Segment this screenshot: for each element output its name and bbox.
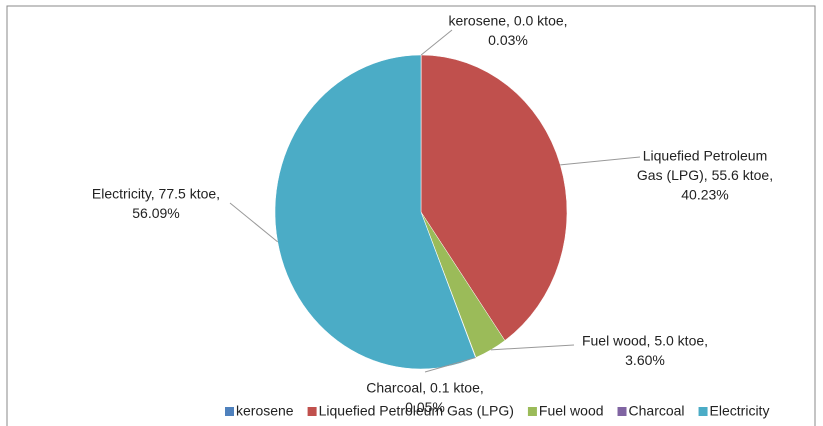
legend-marker	[225, 407, 234, 416]
legend-marker	[307, 407, 317, 416]
legend-marker	[527, 407, 537, 416]
leader-line	[560, 156, 641, 166]
data-label: Electricity, 77.5 ktoe,	[92, 186, 220, 202]
pie	[274, 54, 568, 370]
legend-label: Charcoal	[629, 403, 685, 419]
legend-label: kerosene	[236, 403, 294, 419]
legend-label: Fuel wood	[539, 403, 604, 419]
pie-slice	[420, 54, 568, 341]
leader-line	[490, 344, 575, 351]
data-labels: kerosene, 0.0 ktoe, 0.03% Liquefied Petrol…	[92, 13, 773, 416]
legend-marker	[698, 407, 708, 416]
data-label: Fuel wood, 5.0 ktoe,	[582, 333, 708, 349]
data-label: Gas (LPG), 55.6 ktoe,	[637, 167, 773, 183]
leader-line	[420, 29, 453, 56]
legend: kerosene Liquefied Petroleum Gas (LPG) Fue…	[225, 403, 769, 419]
data-label: 56.09%	[132, 205, 179, 221]
legend-label: Electricity	[710, 403, 770, 419]
data-label: Liquefied Petroleum	[643, 148, 768, 164]
chart-border	[6, 5, 816, 426]
data-label: 0.03%	[488, 32, 528, 48]
data-label: Charcoal, 0.1 ktoe,	[366, 380, 484, 396]
data-label: kerosene, 0.0 ktoe,	[448, 13, 567, 29]
data-label: 0.05%	[405, 399, 445, 415]
leader-line	[424, 357, 476, 373]
legend-marker	[617, 407, 627, 416]
data-label: 3.60%	[625, 352, 665, 368]
pie-slice	[274, 54, 476, 370]
leader-line	[229, 202, 278, 243]
legend-label: Liquefied Petroleum Gas (LPG)	[319, 403, 514, 419]
data-label: 40.23%	[681, 187, 728, 203]
